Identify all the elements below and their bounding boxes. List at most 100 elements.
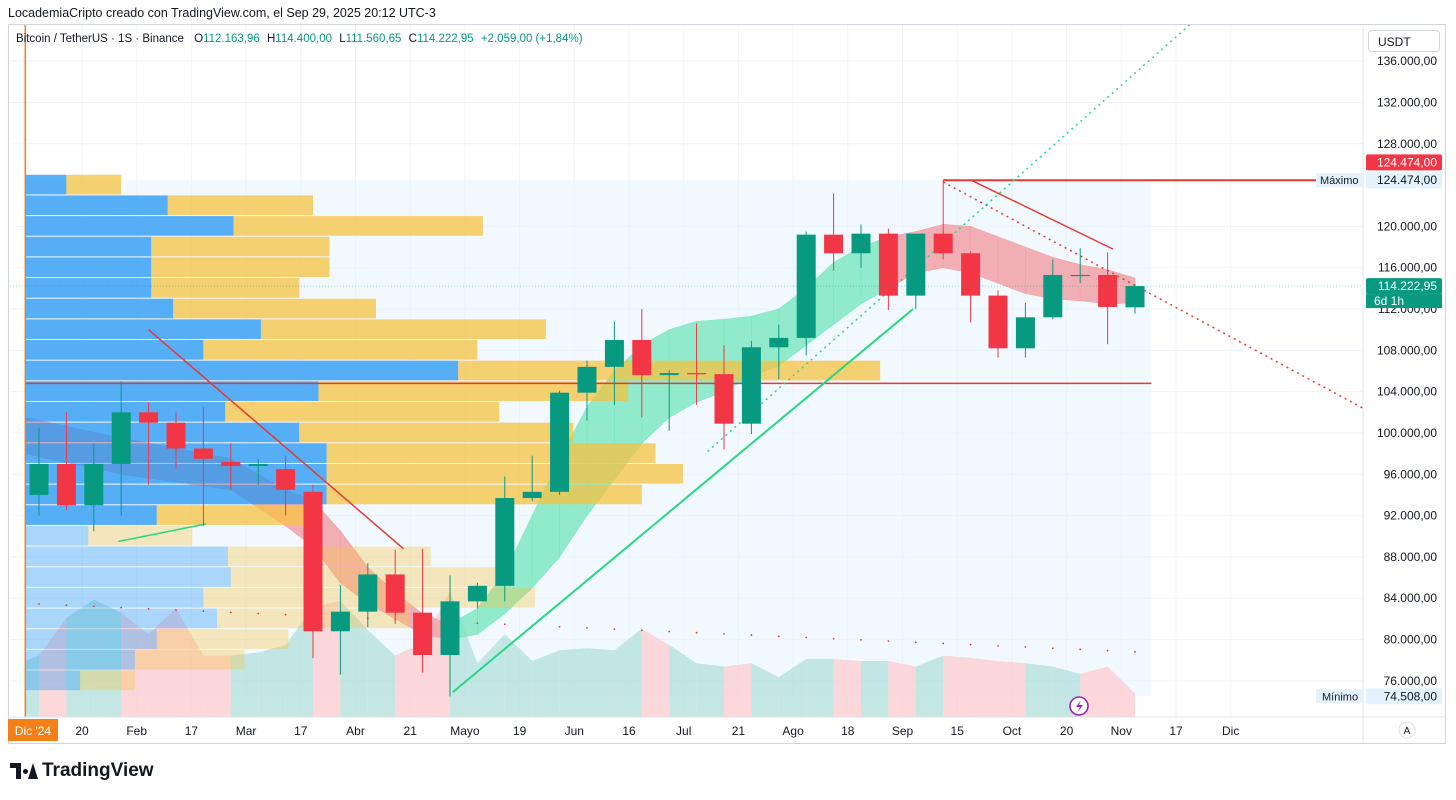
volume-ma-dot <box>202 610 205 613</box>
small-green-line <box>118 523 207 543</box>
volume-ma-dot <box>860 638 862 641</box>
price-axis-label: 132.000,00 <box>1377 95 1437 109</box>
last-price-label: 114.222,95 <box>1378 279 1437 293</box>
candle-body-down <box>1098 274 1118 307</box>
candle-body-up <box>851 233 871 254</box>
volume-profile-bar-down <box>156 629 289 649</box>
max-level-label-box <box>1366 172 1442 189</box>
volume-area-segment <box>559 648 587 717</box>
volume-profile-bar-up <box>25 629 157 649</box>
high-label: H <box>266 33 276 45</box>
volume-ma-dot <box>38 603 40 605</box>
candle-body-up <box>111 412 131 464</box>
candle-body-down <box>933 233 953 254</box>
min-level-label-box <box>1366 688 1442 705</box>
candle-body-down <box>714 374 734 424</box>
volume-area-segment <box>614 628 642 717</box>
time-axis-label: 17 <box>185 724 199 738</box>
volume-area-segment <box>915 655 944 717</box>
time-axis-label: Sep <box>892 724 914 738</box>
low-label: L <box>339 33 346 45</box>
volume-ma-dot <box>147 607 150 610</box>
volume-profile-bar-up <box>25 567 231 587</box>
volume-ma-dot <box>613 628 616 631</box>
volume-profile-bar-up <box>25 236 152 257</box>
time-axis-label: Dic <box>1222 724 1239 738</box>
symbol-legend[interactable]: Bitcoin / TetherUS · 1S · Binance O112.1… <box>16 33 583 45</box>
candle-body-up <box>248 463 268 467</box>
time-axis-label: 18 <box>841 724 855 738</box>
volume-ma-dot <box>997 644 999 647</box>
candle-body-down <box>988 295 1008 349</box>
volume-ma-dot <box>503 623 506 626</box>
time-axis-label: Oct <box>1003 724 1022 738</box>
volume-ma-dot <box>723 632 725 635</box>
volume-profile-bar-up <box>25 670 81 691</box>
candle-body-down <box>961 253 981 296</box>
tradingview-logo[interactable]: TradingView <box>10 760 154 782</box>
volume-area-segment <box>833 658 861 717</box>
candle-body-up <box>440 601 460 656</box>
candle-body-down <box>413 612 433 656</box>
volume-area-segment <box>1107 666 1135 717</box>
volume-area-segment <box>778 658 807 717</box>
time-axis-label: Jun <box>565 724 584 738</box>
price-axis-label: 84.000,00 <box>1384 591 1438 605</box>
candle-body-down <box>139 412 159 423</box>
volume-ma-dot <box>257 612 260 615</box>
time-axis-label: 19 <box>513 724 527 738</box>
max-level-label: 124.474,00 <box>1377 173 1437 187</box>
volume-ma-dot <box>1024 646 1027 648</box>
volume-ma-dot <box>175 609 177 611</box>
volume-profile-bar-down <box>173 298 377 319</box>
max-price-label-box <box>1366 154 1442 171</box>
volume-profile-bar-up <box>25 587 204 608</box>
lightning-icon-bolt <box>1076 700 1083 713</box>
candle-body-up <box>577 366 597 393</box>
time-axis-label: Mar <box>236 724 257 738</box>
time-axis-label: 21 <box>404 724 418 738</box>
volume-area-segment <box>532 650 560 717</box>
volume-profile-bar-down <box>80 670 135 691</box>
candle-body-up <box>330 611 350 632</box>
volume-area-segment <box>203 655 231 717</box>
candle-body-up <box>550 392 570 492</box>
candle-body-up <box>1043 274 1063 318</box>
volume-ma-dot <box>750 634 753 636</box>
volume-ma-dot <box>969 643 972 646</box>
price-axis-label: 120.000,00 <box>1377 219 1437 233</box>
low-value: 111.560,65 <box>345 33 402 45</box>
price-axis-label: 116.000,00 <box>1378 261 1437 275</box>
volume-profile-bar-up <box>25 505 157 525</box>
time-axis-label: 16 <box>622 724 636 738</box>
countdown-label: 6d 1h <box>1374 294 1404 308</box>
time-axis-label: 20 <box>75 724 89 738</box>
time-axis-label: Nov <box>1111 724 1132 738</box>
price-axis-label: 96.000,00 <box>1384 467 1438 481</box>
currency-button[interactable]: USDT <box>1368 30 1440 52</box>
volume-profile-bar-down <box>233 216 483 236</box>
volume-profile-bar-up <box>25 278 152 298</box>
volume-ma-dot <box>805 636 808 639</box>
volume-area-segment <box>367 629 396 717</box>
volume-area-segment <box>121 612 149 717</box>
candle-body-down <box>385 574 405 613</box>
volume-ma-dot <box>695 631 698 634</box>
candle-body-down <box>193 448 213 459</box>
volume-profile-bar-up <box>25 546 229 567</box>
volume-profile-bar-down <box>326 443 656 463</box>
volume-profile-bar-down <box>88 525 193 546</box>
time-axis-label: 20 <box>1060 724 1074 738</box>
volume-area-segment <box>696 663 724 717</box>
time-axis-label: Abr <box>346 724 365 738</box>
volume-profile-bar-down <box>66 174 122 195</box>
candle-body-up <box>1015 317 1035 349</box>
time-axis-label: Mayo <box>450 724 480 738</box>
volume-area-segment <box>66 599 94 717</box>
candle-body-up <box>796 234 816 338</box>
volume-area-segment <box>230 652 259 717</box>
volume-profile-bar-down <box>151 278 300 298</box>
candle-body-down <box>221 461 241 467</box>
volume-ma-dot <box>1106 649 1109 652</box>
